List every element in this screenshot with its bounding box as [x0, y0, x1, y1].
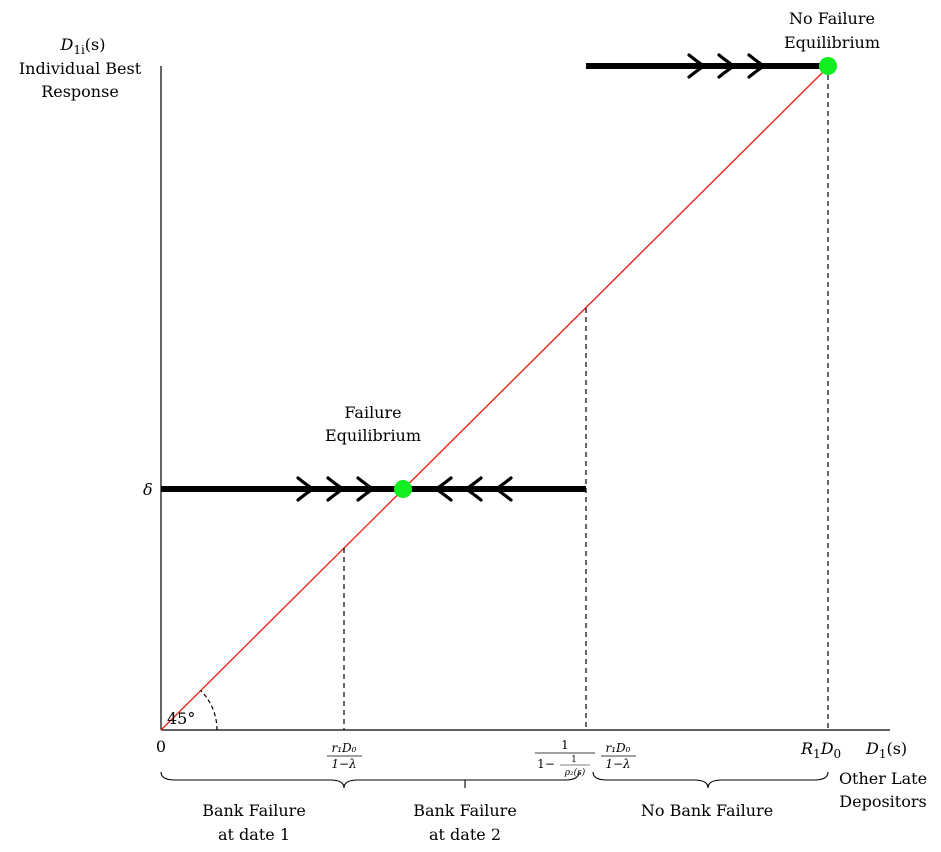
chevron-left-icon [432, 476, 453, 502]
delta-label: δ [143, 480, 153, 499]
y-axis-symbol: D1i(s) [59, 35, 105, 57]
tick3-label: R1D0 [800, 739, 841, 761]
failure-equilibrium-dot [394, 480, 412, 498]
svg-text:ρ₂(s): ρ₂(s) [564, 767, 586, 778]
region2-label-line1: Bank Failure [413, 801, 517, 820]
chevron-left-icon [492, 476, 513, 502]
y-axis-label-line2: Response [41, 82, 119, 101]
svg-text:1−λ: 1−λ [605, 757, 630, 771]
chevron-left-icon [462, 476, 483, 502]
chevron-right-icon [326, 476, 347, 502]
no-failure-equilibrium-label-line2: Equilibrium [784, 33, 880, 52]
angle-label: 45° [167, 709, 195, 728]
chevron-right-icon [717, 53, 738, 79]
region1-label-line1: Bank Failure [202, 801, 306, 820]
region2-label-line2: at date 2 [429, 825, 501, 844]
failure-equilibrium-label-line1: Failure [344, 403, 401, 422]
svg-text:1−: 1− [537, 757, 555, 771]
x-axis-label-line1: Other Late [839, 769, 927, 788]
chevron-right-icon [747, 53, 768, 79]
svg-text:1−λ: 1−λ [331, 757, 356, 771]
y-axis-label-line1: Individual Best [19, 59, 142, 78]
no-failure-equilibrium-label-line1: No Failure [789, 9, 875, 28]
brace-region3 [592, 771, 829, 789]
svg-text:r₁D₀: r₁D₀ [606, 741, 631, 755]
svg-text:1: 1 [561, 738, 569, 752]
x-axis-symbol: D1(s) [865, 739, 907, 761]
region3-label-line1: No Bank Failure [641, 801, 773, 820]
tick1-label: r₁D₀ 1−λ [327, 741, 362, 771]
forty-five-degree-line [160, 65, 830, 731]
chevron-right-icon [687, 53, 708, 79]
svg-text:1: 1 [571, 755, 577, 765]
tick2-label: 1 1− 1 ρ₂(s) r₁D₀ 1−λ [535, 738, 636, 778]
x-axis-label-line2: Depositors [839, 792, 926, 811]
chevron-right-icon [356, 476, 377, 502]
region1-label-line2: at date 1 [218, 825, 290, 844]
origin-label: 0 [156, 737, 166, 756]
failure-equilibrium-label-line2: Equilibrium [325, 426, 421, 445]
chevron-right-icon [296, 476, 317, 502]
brace-region1 [160, 771, 580, 789]
angle-arc [200, 689, 218, 731]
no-failure-equilibrium-dot [819, 57, 837, 75]
svg-text:r₁D₀: r₁D₀ [332, 741, 357, 755]
